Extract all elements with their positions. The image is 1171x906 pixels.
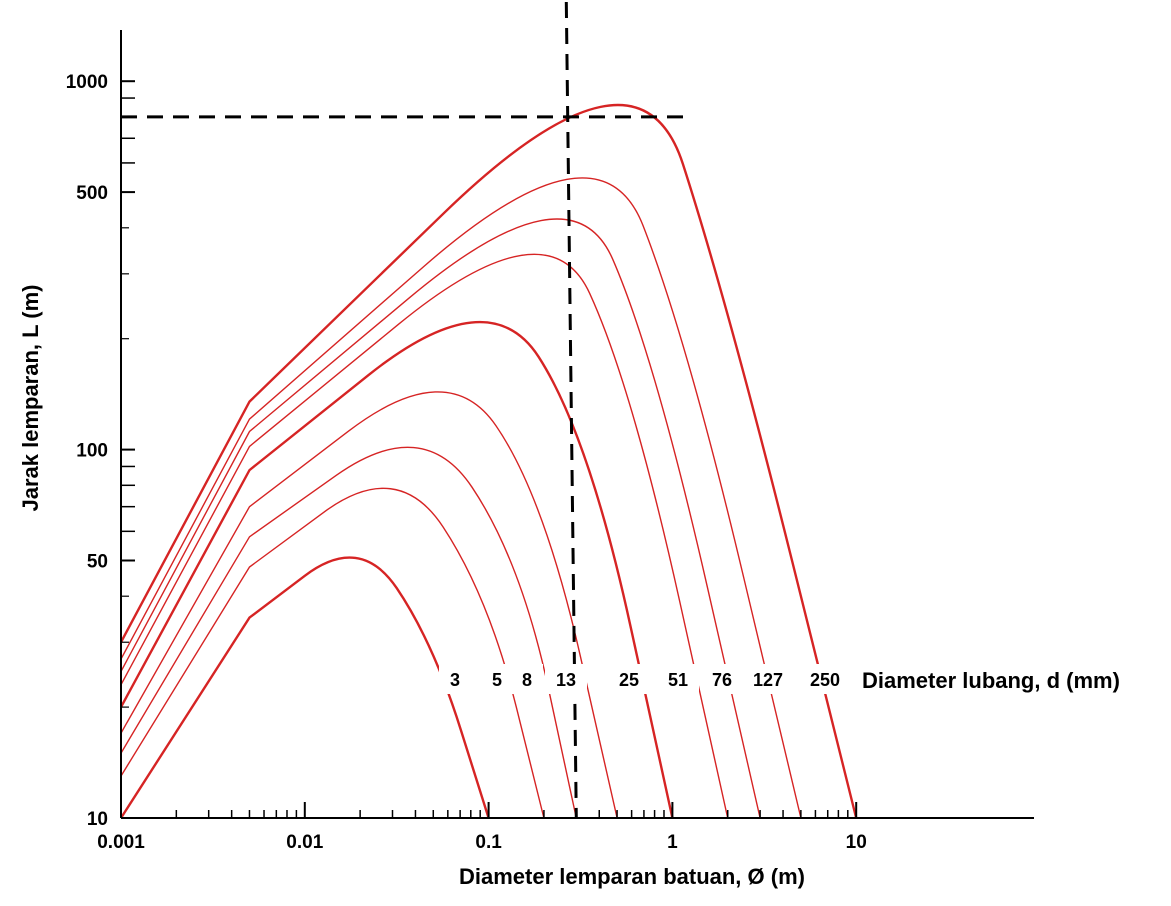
curves-group — [119, 103, 858, 819]
legend-title-bg — [858, 664, 1158, 698]
y-axis-title: Jarak lemparan, L (m) — [18, 284, 43, 511]
curve-label-bg — [439, 664, 471, 694]
curve-51 — [120, 253, 729, 819]
curve-label-127: 127 — [753, 670, 783, 690]
y-tick-label: 50 — [87, 551, 108, 572]
legend-title: Diameter lubang, d (mm) — [862, 668, 1120, 693]
curve-label-bg — [511, 664, 543, 694]
curve-8 — [120, 446, 577, 819]
curve-label-bg — [545, 664, 587, 694]
curve-76 — [120, 218, 761, 819]
curve-label-250: 250 — [810, 670, 840, 690]
curve-250 — [119, 103, 858, 819]
x-tick-label: 0.1 — [475, 832, 502, 853]
curve-127 — [120, 177, 802, 819]
curve-label-bg — [608, 664, 650, 694]
curve-label-13: 13 — [556, 670, 576, 690]
curve-label-25: 25 — [619, 670, 639, 690]
curve-label-3: 3 — [450, 670, 460, 690]
x-tick-label: 0.001 — [97, 832, 145, 853]
curve-label-51: 51 — [668, 670, 688, 690]
x-tick-label: 1 — [667, 832, 678, 853]
ticks-group: 0.001 0.01 0.1 1 10 10 50 100 500 1000 — [66, 72, 867, 853]
curve-label-bg — [701, 664, 743, 694]
x-axis-title: Diameter lemparan batuan, Ø (m) — [459, 864, 805, 889]
curve-labels-group: 3 5 8 13 25 51 76 127 250 — [439, 664, 1158, 698]
curve-3 — [119, 556, 490, 819]
curve-label-5: 5 — [492, 670, 502, 690]
y-tick-label: 500 — [76, 183, 108, 204]
y-tick-label: 10 — [87, 809, 108, 830]
curve-5 — [120, 487, 545, 819]
curve-label-bg — [657, 664, 699, 694]
curve-label-76: 76 — [712, 670, 732, 690]
curve-25 — [119, 320, 674, 819]
vertical-reference-line — [564, 1, 578, 819]
curve-13 — [120, 391, 618, 819]
x-tick-label: 10 — [846, 832, 867, 853]
curve-label-bg — [481, 664, 513, 694]
curve-label-8: 8 — [522, 670, 532, 690]
curve-label-bg — [742, 664, 794, 694]
reference-lines — [121, 1, 687, 819]
y-tick-label: 100 — [76, 441, 108, 462]
curve-label-bg — [799, 664, 851, 694]
x-tick-label: 0.01 — [286, 832, 323, 853]
y-tick-label: 1000 — [66, 72, 108, 93]
axes-group — [120, 30, 1034, 819]
